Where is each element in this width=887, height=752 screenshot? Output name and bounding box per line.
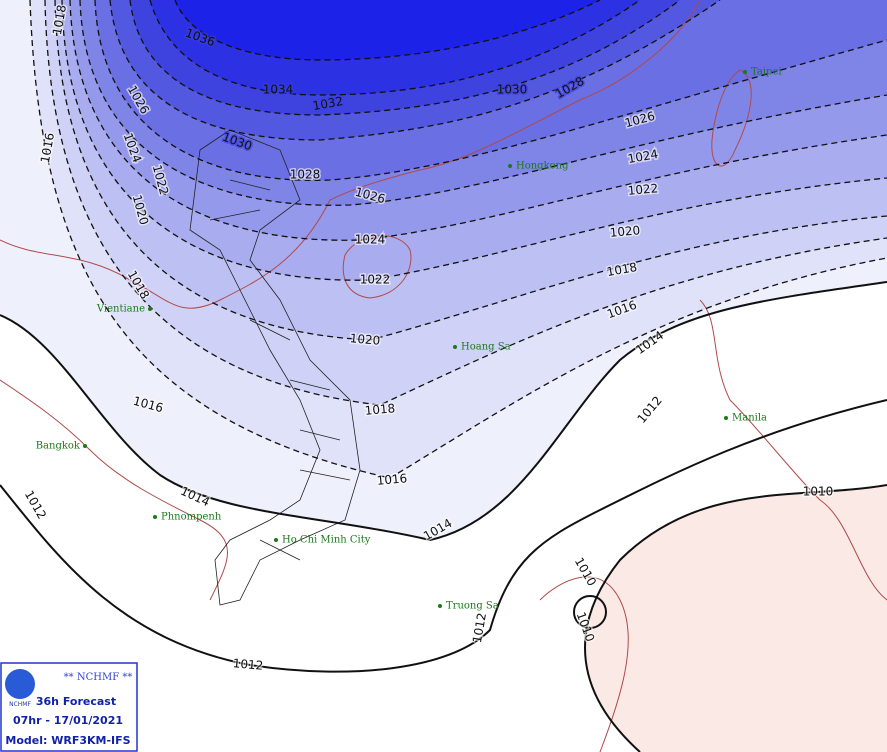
- isobar-label: 1034: [263, 83, 294, 97]
- isobar: [94, 0, 887, 181]
- isobar-label: 1010: [803, 485, 834, 499]
- city-dot: [83, 444, 87, 448]
- isobar: [174, 0, 601, 61]
- city-name: Truong Sa: [446, 601, 499, 612]
- isobar-label: 1022: [627, 181, 659, 198]
- coastline: [0, 0, 701, 309]
- city-name: Hoang Sa: [461, 342, 511, 353]
- city-name: Bangkok: [36, 441, 81, 452]
- city-name: Hongkong: [516, 161, 569, 172]
- isobar: [129, 0, 681, 116]
- isobar-label: 1018: [606, 260, 639, 279]
- isobar-label: 1024: [355, 233, 386, 247]
- coastline: [0, 379, 228, 601]
- city-name: Ho Chi Minh City: [282, 535, 371, 546]
- forecast: 36h Forecast: [36, 695, 116, 708]
- agency: ** NCHMF **: [64, 672, 133, 683]
- cities: Taipei Hongkong Vientiane Hoang Sa Manila Ban…: [36, 67, 782, 612]
- city-dot: [508, 164, 512, 168]
- isobar: [29, 0, 887, 479]
- isobar-label: 1032: [312, 94, 345, 113]
- isobar: [61, 0, 887, 281]
- city-dot: [724, 416, 728, 420]
- isobar: [573, 595, 607, 629]
- isobar-label: 1020: [349, 331, 381, 348]
- low-pressure-area: [585, 485, 887, 752]
- isobar-label: 1012: [470, 612, 489, 645]
- city-dot: [274, 538, 278, 542]
- city-dot: [148, 307, 152, 311]
- isobar: [0, 281, 887, 542]
- isobar: [54, 0, 887, 341]
- city-dot: [743, 70, 747, 74]
- pressure-band: [0, 0, 887, 60]
- isobar-label: 1018: [50, 4, 69, 37]
- isobar-label: 1020: [609, 223, 641, 240]
- isobar: [109, 0, 721, 141]
- vietnam-provinces: [189, 129, 361, 606]
- model: Model: WRF3KM-IFS: [5, 734, 130, 747]
- coastline: [539, 576, 629, 752]
- isobar: [584, 484, 887, 752]
- isobar: [79, 0, 887, 206]
- isobar: [69, 0, 887, 241]
- city-name: Manila: [732, 413, 767, 424]
- country-outline: [189, 129, 361, 606]
- isobar-label: 1030: [497, 83, 528, 97]
- island: [711, 69, 752, 167]
- city-name: Phnompenh: [161, 512, 222, 523]
- isobar-label: 1016: [38, 132, 57, 165]
- logo-text: NCHMF: [9, 701, 31, 708]
- isobar-label: 1018: [364, 401, 396, 418]
- isobar-label: 1028: [290, 168, 321, 182]
- province-borders: [209, 179, 351, 561]
- isobar-label: 1016: [376, 471, 408, 488]
- city-name: Vientiane: [96, 304, 145, 315]
- isobar: [44, 0, 887, 406]
- city-dot: [438, 604, 442, 608]
- info-box: NCHMF ** NCHMF ** 36h Forecast 07hr - 17…: [0, 662, 138, 752]
- isobar-label: 1012: [232, 656, 264, 673]
- isobar-label: 1024: [627, 147, 660, 166]
- city-dot: [153, 515, 157, 519]
- forecast-time: 07hr - 17/01/2021: [13, 714, 123, 727]
- isobar-label: 1022: [360, 273, 391, 287]
- city-dot: [453, 345, 457, 349]
- island: [342, 235, 412, 299]
- coastline: [699, 299, 887, 601]
- isobar: [0, 399, 887, 673]
- city-name: Taipei: [751, 67, 782, 78]
- logo: [5, 669, 35, 699]
